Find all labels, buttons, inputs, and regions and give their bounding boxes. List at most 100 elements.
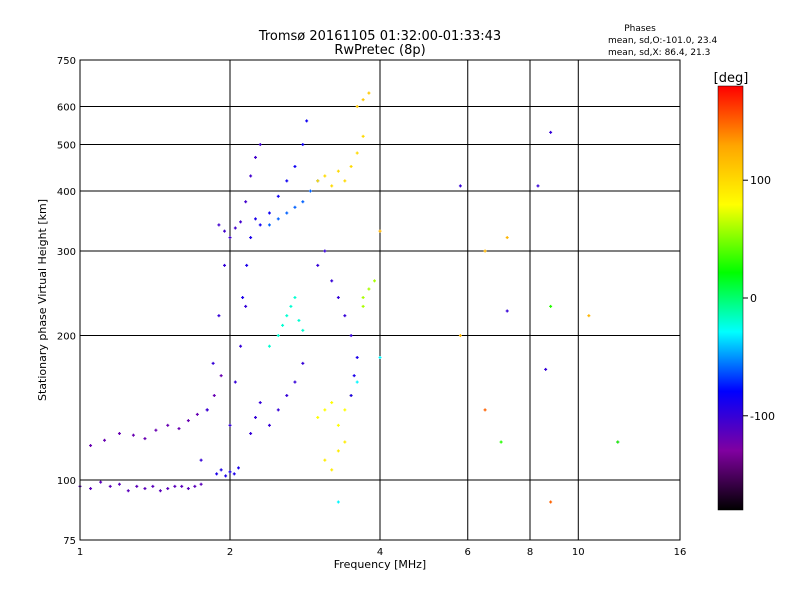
data-point bbox=[483, 408, 487, 412]
data-point bbox=[355, 151, 359, 155]
data-point bbox=[117, 432, 121, 436]
data-point bbox=[378, 355, 382, 359]
data-point bbox=[173, 484, 177, 488]
data-point bbox=[483, 249, 487, 253]
data-point bbox=[267, 211, 271, 215]
y-tick-label: 100 bbox=[57, 476, 76, 487]
data-point bbox=[293, 205, 297, 209]
data-point bbox=[151, 484, 155, 488]
data-point bbox=[228, 470, 232, 474]
data-point bbox=[217, 223, 221, 227]
data-point bbox=[316, 179, 320, 183]
data-point bbox=[233, 226, 237, 230]
data-point bbox=[330, 184, 334, 188]
data-point bbox=[458, 334, 462, 338]
data-point bbox=[186, 419, 190, 423]
data-point bbox=[239, 220, 243, 224]
data-point bbox=[343, 179, 347, 183]
data-point bbox=[373, 279, 377, 283]
data-point bbox=[361, 98, 365, 102]
phases-x-stats: mean, sd,X: 86.4, 21.3 bbox=[608, 48, 710, 58]
data-point bbox=[233, 380, 237, 384]
data-point bbox=[281, 323, 285, 327]
data-point bbox=[244, 200, 248, 204]
data-point bbox=[223, 263, 227, 267]
y-tick-label: 750 bbox=[57, 56, 76, 67]
plot-frame bbox=[79, 59, 681, 541]
data-point bbox=[378, 229, 382, 233]
data-point bbox=[355, 355, 359, 359]
data-point bbox=[219, 468, 223, 472]
data-point bbox=[505, 236, 509, 240]
data-point bbox=[131, 433, 135, 437]
data-point bbox=[253, 155, 257, 159]
data-point bbox=[199, 482, 203, 486]
data-point bbox=[293, 164, 297, 168]
data-point bbox=[297, 318, 301, 322]
y-tick-label: 200 bbox=[57, 332, 76, 343]
data-point bbox=[544, 367, 548, 371]
data-point bbox=[258, 223, 262, 227]
data-point bbox=[143, 437, 147, 441]
data-point bbox=[336, 423, 340, 427]
data-point bbox=[316, 263, 320, 267]
colorbar-tick-label: 100 bbox=[750, 174, 771, 187]
y-tick-label: 400 bbox=[57, 187, 76, 198]
data-point bbox=[219, 374, 223, 378]
colorbar-ticks: 100 0 -100 bbox=[743, 174, 775, 423]
data-point bbox=[367, 287, 371, 291]
data-point bbox=[166, 423, 170, 427]
data-point bbox=[330, 279, 334, 283]
grid-lines bbox=[80, 60, 680, 540]
data-point bbox=[349, 334, 353, 338]
data-point bbox=[349, 164, 353, 168]
data-point bbox=[361, 134, 365, 138]
data-point bbox=[301, 361, 305, 365]
data-point bbox=[228, 236, 232, 240]
data-point bbox=[258, 401, 262, 405]
data-point bbox=[293, 296, 297, 300]
chart-subtitle: RwPretec (8p) bbox=[334, 43, 425, 58]
data-point bbox=[211, 361, 215, 365]
data-point bbox=[205, 408, 209, 412]
data-point bbox=[616, 440, 620, 444]
data-point bbox=[352, 374, 356, 378]
data-point bbox=[223, 229, 227, 233]
data-point bbox=[355, 105, 359, 109]
data-point bbox=[249, 174, 253, 178]
data-point bbox=[355, 380, 359, 384]
data-point bbox=[89, 444, 93, 448]
data-point bbox=[166, 487, 170, 491]
data-point bbox=[336, 296, 340, 300]
data-point bbox=[549, 304, 553, 308]
colorbar-tick-label: 0 bbox=[750, 292, 757, 305]
y-axis-label: Stationary phase Virtual Height [km] bbox=[36, 199, 49, 401]
data-point bbox=[99, 480, 103, 484]
data-point bbox=[285, 394, 289, 398]
data-point bbox=[285, 314, 289, 318]
data-point bbox=[267, 223, 271, 227]
data-point bbox=[330, 468, 334, 472]
data-point bbox=[336, 169, 340, 173]
data-point bbox=[367, 91, 371, 95]
data-point bbox=[343, 408, 347, 412]
data-point bbox=[323, 458, 327, 462]
y-tick-label: 600 bbox=[57, 103, 76, 114]
data-point bbox=[458, 184, 462, 188]
data-point bbox=[305, 119, 309, 123]
y-tick-label: 300 bbox=[57, 247, 76, 258]
data-point bbox=[499, 440, 503, 444]
data-point bbox=[505, 309, 509, 313]
data-point bbox=[336, 500, 340, 504]
colorbar-tick-label: -100 bbox=[750, 410, 775, 423]
data-point bbox=[330, 401, 334, 405]
axis-ticks: 1 2 4 6 8 10 16 75 100 200 300 400 500 600 750 bbox=[57, 56, 686, 558]
data-point bbox=[177, 427, 181, 431]
colorbar-label: [deg] bbox=[714, 71, 749, 86]
data-point bbox=[126, 489, 130, 493]
x-tick-label: 2 bbox=[227, 547, 233, 558]
data-point bbox=[135, 484, 139, 488]
data-point bbox=[361, 304, 365, 308]
data-point bbox=[224, 474, 228, 478]
